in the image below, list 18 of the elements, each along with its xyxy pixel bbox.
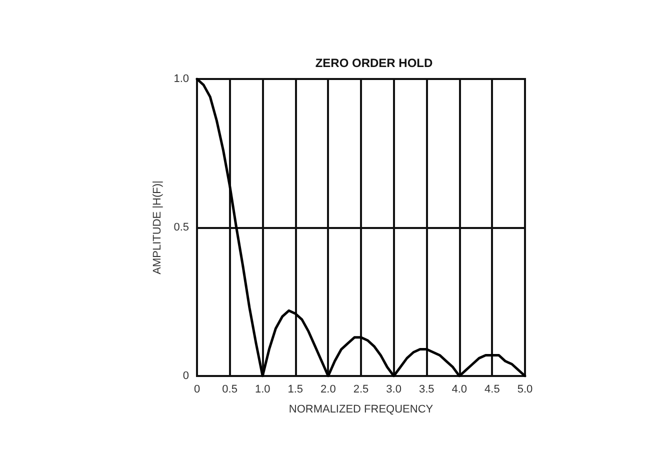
x-tick-label: 0.5	[222, 384, 238, 396]
x-axis-title: NORMALIZED FREQUENCY	[288, 404, 434, 416]
chart-title: ZERO ORDER HOLD	[315, 56, 433, 70]
y-axis-title: AMPLITUDE |H(F)|	[151, 180, 164, 274]
y-tick-label: 1.0	[174, 73, 189, 85]
line-series	[196, 78, 526, 378]
y-tick-label: 0	[182, 370, 189, 382]
x-tick-label: 2.5	[353, 384, 369, 396]
x-tick-label: 4.0	[452, 384, 468, 396]
x-tick-label: 1.0	[254, 384, 270, 396]
x-tick-label: 2.0	[320, 384, 336, 396]
x-tick-label: 3.0	[386, 384, 402, 396]
x-tick-label: 4.5	[484, 384, 500, 396]
x-tick-label: 0	[194, 384, 200, 396]
x-tick-label: 1.5	[288, 384, 304, 396]
x-tick-label: 3.5	[418, 384, 434, 396]
x-tick-label: 5.0	[517, 384, 533, 396]
y-tick-label: 0.5	[174, 222, 189, 234]
